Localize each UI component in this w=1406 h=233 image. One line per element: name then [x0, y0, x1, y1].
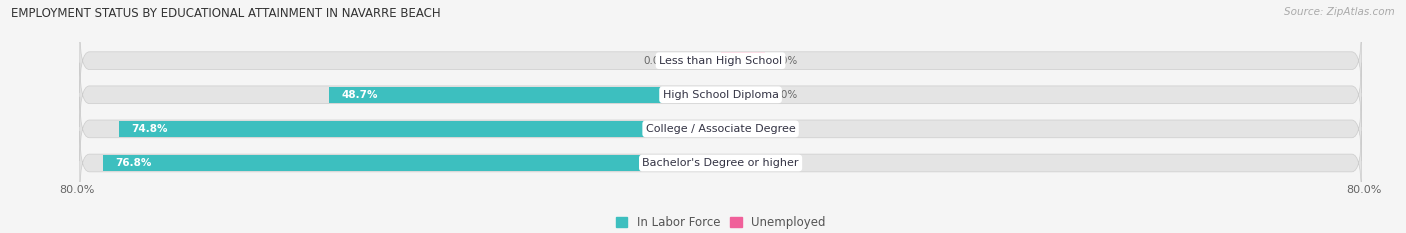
- Legend: In Labor Force, Unemployed: In Labor Force, Unemployed: [616, 216, 825, 229]
- Bar: [120, 121, 721, 137]
- Text: High School Diploma: High School Diploma: [662, 90, 779, 100]
- Text: 48.7%: 48.7%: [342, 90, 378, 100]
- Text: 0.0%: 0.0%: [644, 56, 669, 66]
- Text: Bachelor's Degree or higher: Bachelor's Degree or higher: [643, 158, 799, 168]
- FancyBboxPatch shape: [80, 131, 1361, 195]
- Text: 0.0%: 0.0%: [772, 90, 797, 100]
- Bar: [721, 155, 745, 171]
- FancyBboxPatch shape: [80, 29, 1361, 93]
- Text: College / Associate Degree: College / Associate Degree: [645, 124, 796, 134]
- Text: EMPLOYMENT STATUS BY EDUCATIONAL ATTAINMENT IN NAVARRE BEACH: EMPLOYMENT STATUS BY EDUCATIONAL ATTAINM…: [11, 7, 441, 20]
- FancyBboxPatch shape: [80, 63, 1361, 127]
- Bar: [721, 86, 765, 103]
- Bar: [103, 155, 721, 171]
- Bar: [721, 52, 765, 69]
- Text: 76.8%: 76.8%: [115, 158, 152, 168]
- Text: 3.1%: 3.1%: [752, 158, 779, 168]
- Text: 0.0%: 0.0%: [772, 124, 797, 134]
- FancyBboxPatch shape: [80, 97, 1361, 161]
- Bar: [721, 121, 765, 137]
- Text: Less than High School: Less than High School: [659, 56, 782, 66]
- Text: 0.0%: 0.0%: [772, 56, 797, 66]
- Bar: [329, 86, 721, 103]
- Text: Source: ZipAtlas.com: Source: ZipAtlas.com: [1284, 7, 1395, 17]
- Text: 74.8%: 74.8%: [131, 124, 167, 134]
